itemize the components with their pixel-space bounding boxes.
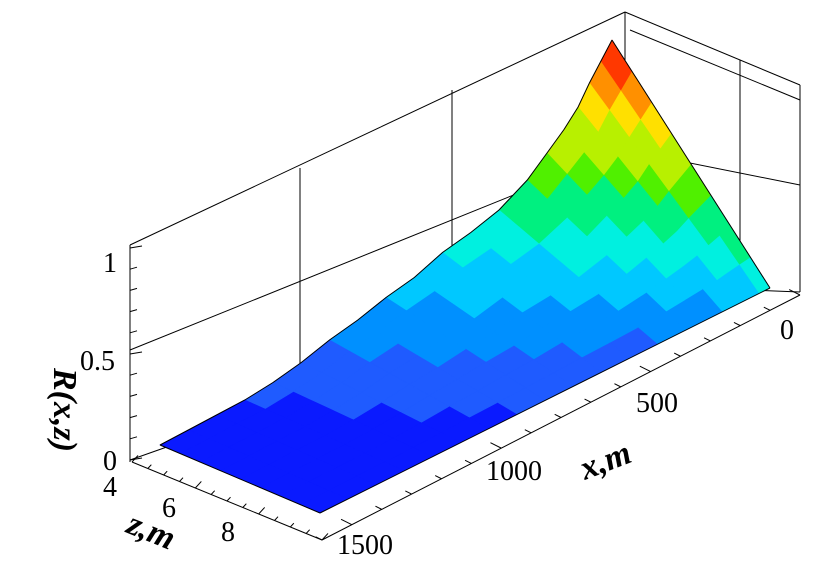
r-axis-tick bbox=[129, 245, 143, 249]
x-tick-label: 1000 bbox=[486, 456, 542, 487]
surface-left-edge bbox=[159, 444, 321, 514]
r-axis-tick bbox=[129, 372, 138, 376]
x-axis-tick bbox=[434, 475, 442, 480]
r-axis-title: R(x,z) bbox=[46, 367, 83, 452]
grid-line bbox=[624, 11, 801, 86]
x-axis-tick bbox=[673, 352, 681, 357]
surface bbox=[159, 39, 771, 514]
z-axis-tick bbox=[163, 470, 168, 476]
x-axis-tick bbox=[733, 322, 741, 327]
x-axis-tick bbox=[464, 459, 472, 464]
x-axis-tick bbox=[340, 518, 353, 526]
surface-edges bbox=[159, 39, 771, 514]
r-axis-tick bbox=[129, 457, 143, 461]
r-axis-tick bbox=[129, 436, 138, 440]
r-axis-tick bbox=[129, 309, 138, 313]
z-axis-tick bbox=[305, 529, 311, 534]
z-axis-tick bbox=[258, 507, 266, 515]
back-wall-grid bbox=[129, 11, 801, 462]
x-axis-tick bbox=[524, 429, 532, 434]
z-axis-tick bbox=[210, 490, 216, 495]
z-tick-label: 4 bbox=[103, 472, 117, 503]
x-axis-tick bbox=[490, 442, 502, 449]
r-axis-tick bbox=[129, 351, 143, 355]
r-axis-tick bbox=[129, 330, 138, 334]
r-axis-tick bbox=[129, 393, 138, 397]
z-axis-tick bbox=[131, 455, 139, 463]
surface-right-edge bbox=[611, 39, 771, 289]
x-axis-tick bbox=[763, 306, 771, 311]
z-axis-tick bbox=[321, 533, 329, 541]
surface-ridge-edge bbox=[159, 39, 613, 446]
r-tick-label: 1 bbox=[103, 248, 117, 279]
z-axis-tick bbox=[147, 464, 152, 469]
x-axis-tick bbox=[405, 490, 412, 495]
x-axis-tick bbox=[788, 289, 801, 296]
z-axis-tick bbox=[226, 496, 231, 502]
surface-front-edge bbox=[319, 287, 771, 514]
z-tick-label: 8 bbox=[221, 517, 235, 548]
grid-line bbox=[629, 29, 801, 101]
r-axis-tick bbox=[129, 415, 138, 419]
x-tick-label: 500 bbox=[636, 388, 678, 419]
x-tick-label: 1500 bbox=[337, 530, 393, 561]
x-tick-label: 0 bbox=[780, 315, 794, 346]
r-axis-tick bbox=[129, 287, 138, 291]
floor-ticks bbox=[131, 289, 801, 541]
z-axis-tick bbox=[289, 522, 295, 528]
r-axis-tick bbox=[129, 266, 138, 270]
z-axis-tick bbox=[194, 481, 202, 489]
x-axis-tick bbox=[703, 337, 711, 342]
x-axis-tick bbox=[375, 505, 382, 510]
x-axis-tick bbox=[639, 365, 651, 373]
z-axis-tick bbox=[242, 503, 247, 508]
x-axis-tick bbox=[554, 413, 562, 418]
x-axis-title: x,m bbox=[574, 434, 637, 488]
r-tick-label: 0.5 bbox=[80, 346, 115, 377]
x-axis-tick bbox=[614, 383, 621, 388]
z-tick-label: 6 bbox=[162, 493, 176, 524]
z-axis-tick bbox=[179, 477, 184, 482]
x-axis-tick bbox=[584, 398, 592, 403]
r-tick-label: 0 bbox=[103, 446, 117, 477]
grid-line bbox=[129, 11, 626, 246]
z-axis-tick bbox=[274, 516, 279, 521]
